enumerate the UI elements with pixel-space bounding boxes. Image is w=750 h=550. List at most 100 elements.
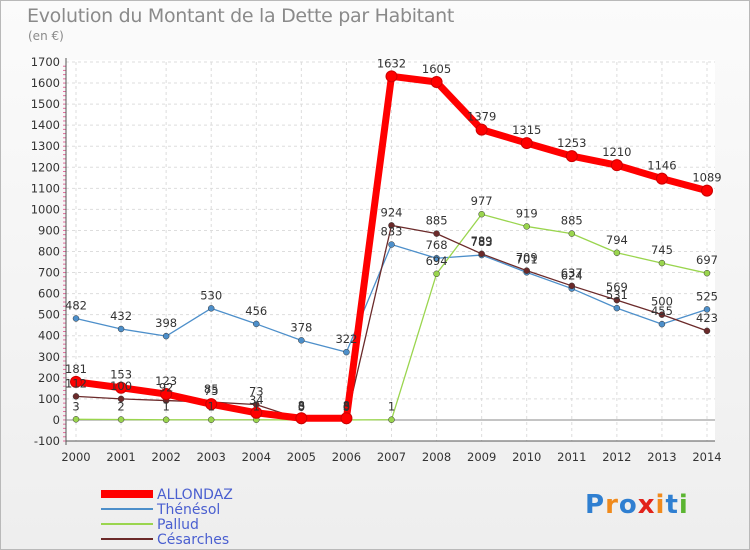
data-label: 1 — [253, 400, 260, 414]
data-point — [162, 332, 170, 340]
data-point — [340, 412, 353, 425]
data-point — [117, 416, 125, 423]
data-point — [72, 315, 80, 322]
data-label: 919 — [516, 206, 538, 220]
data-label: 8 — [343, 398, 350, 412]
y-tick-label: 1300 — [31, 139, 60, 153]
data-label: 1 — [388, 400, 395, 414]
data-point — [295, 412, 308, 425]
chart-title: Evolution du Montant de la Dette par Hab… — [27, 5, 455, 27]
data-point — [388, 222, 395, 229]
data-label: 85 — [204, 382, 219, 396]
data-label: 378 — [290, 320, 312, 334]
data-label: 833 — [381, 225, 403, 239]
data-point — [658, 311, 666, 318]
data-label: 789 — [471, 234, 493, 248]
data-point — [72, 393, 80, 400]
y-tick-label: 400 — [38, 329, 60, 343]
logo-letter: x — [637, 490, 656, 520]
data-label: 794 — [606, 233, 628, 247]
data-label: 531 — [606, 288, 628, 302]
logo-letter: i — [655, 490, 666, 520]
data-point — [478, 250, 485, 258]
data-label: 1089 — [692, 171, 721, 185]
data-point — [703, 269, 711, 277]
data-label: 1315 — [512, 123, 541, 137]
x-tick-label: 2009 — [467, 450, 496, 464]
chart-subtitle: (en €) — [28, 29, 64, 43]
data-point — [613, 249, 621, 257]
data-point — [703, 306, 711, 313]
data-label: 112 — [65, 376, 87, 390]
legend-label: Thénésol — [156, 502, 220, 518]
legend-label: ALLONDAZ — [157, 487, 233, 503]
data-label: 482 — [65, 298, 87, 312]
data-label: 1632 — [377, 56, 406, 70]
data-label: 100 — [110, 379, 132, 393]
data-point — [478, 210, 485, 218]
data-label: 768 — [426, 238, 448, 252]
y-tick-label: 1700 — [31, 55, 60, 69]
data-point — [523, 223, 530, 230]
data-label: 525 — [696, 289, 718, 303]
data-point — [253, 320, 260, 328]
data-point — [568, 230, 576, 237]
y-tick-label: 300 — [38, 350, 60, 364]
y-tick-label: 800 — [38, 245, 60, 259]
x-tick-label: 2012 — [602, 450, 631, 464]
data-label: 701 — [516, 252, 538, 266]
data-point — [433, 254, 440, 262]
data-label: 924 — [381, 205, 403, 219]
data-label: 1605 — [422, 62, 451, 76]
data-label: 1 — [208, 400, 215, 414]
data-label: 3 — [72, 399, 79, 413]
data-label: 3 — [343, 399, 350, 413]
y-tick-label: 0 — [53, 413, 60, 427]
y-tick-label: 200 — [38, 371, 60, 385]
data-label: 398 — [155, 316, 177, 330]
data-label: 1379 — [467, 110, 496, 124]
logo-letter: t — [665, 490, 679, 520]
x-tick-label: 2007 — [377, 450, 406, 464]
logo-letter: i — [678, 490, 689, 520]
data-point — [701, 184, 713, 197]
data-point — [613, 296, 621, 304]
data-point — [523, 267, 530, 274]
y-tick-label: 500 — [38, 308, 60, 322]
data-label: 432 — [110, 309, 132, 323]
data-label: 153 — [110, 368, 132, 382]
data-label: 1253 — [557, 136, 586, 150]
x-tick-label: 2010 — [512, 450, 541, 464]
x-tick-label: 2014 — [692, 450, 721, 464]
data-point — [613, 304, 621, 312]
data-label: 1210 — [602, 145, 631, 159]
data-point — [703, 327, 711, 335]
data-label: 8 — [298, 398, 305, 412]
data-label: 745 — [651, 243, 673, 257]
data-label: 73 — [249, 385, 264, 399]
data-label: 322 — [335, 332, 357, 346]
x-tick-label: 2006 — [332, 450, 361, 464]
data-label: 0 — [298, 400, 305, 414]
data-point — [207, 305, 215, 312]
data-label: 0 — [343, 400, 350, 414]
data-label: 92 — [159, 381, 174, 395]
data-label: 530 — [200, 288, 222, 302]
x-tick-label: 2005 — [287, 450, 316, 464]
data-point — [117, 325, 125, 333]
data-point — [658, 259, 666, 267]
data-label: 2 — [117, 400, 124, 414]
data-label: 75 — [204, 384, 219, 398]
logo-letter: o — [618, 490, 638, 520]
data-point — [655, 172, 668, 185]
data-point — [162, 416, 170, 423]
data-point — [430, 76, 443, 89]
y-tick-label: 1600 — [31, 76, 60, 90]
legend-label: Césarches — [157, 532, 229, 548]
y-tick-label: 900 — [38, 223, 60, 237]
data-label: 3 — [298, 399, 305, 413]
data-point — [568, 282, 576, 290]
x-tick-label: 2013 — [647, 450, 676, 464]
data-point — [160, 388, 173, 401]
